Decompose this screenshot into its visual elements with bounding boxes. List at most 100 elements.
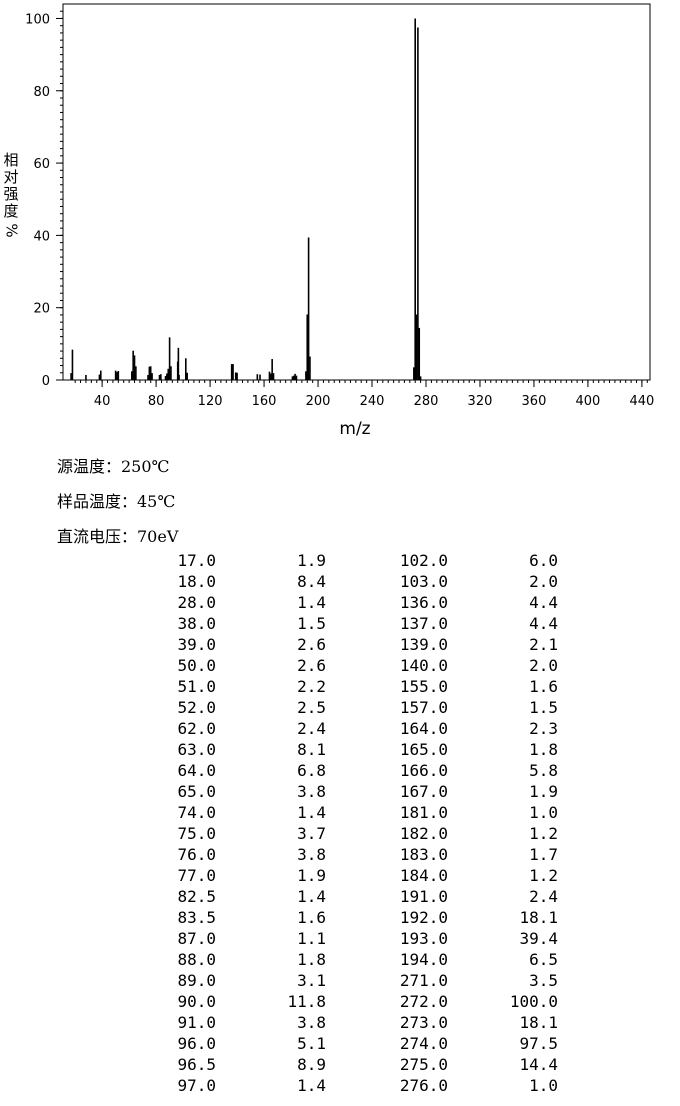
peak-mz: 194.0 — [399, 950, 448, 969]
peak-intensity: 4.4 — [529, 593, 558, 612]
peak-intensity: 2.1 — [529, 635, 558, 654]
peak-mz: 139.0 — [399, 635, 448, 654]
peak-intensity: 2.6 — [297, 635, 326, 654]
table-row: 62.0 2.4 164.0 2.3 — [0, 719, 680, 740]
peak-intensity: 1.2 — [529, 866, 558, 885]
peak-mz: 271.0 — [399, 971, 448, 990]
peak-mz: 38.0 — [177, 614, 216, 633]
y-tick-label: 100 — [25, 12, 50, 27]
peak-mz: 90.0 — [177, 992, 216, 1011]
dc-voltage: 直流电压：70eV — [57, 527, 179, 546]
x-tick-label: 80 — [148, 394, 165, 409]
peak-intensity: 3.1 — [297, 971, 326, 990]
peak-intensity: 1.9 — [297, 551, 326, 570]
peak-intensity: 2.0 — [529, 572, 558, 591]
peak-intensity: 1.7 — [529, 845, 558, 864]
peak-mz: 181.0 — [399, 803, 448, 822]
peak-intensity: 1.8 — [297, 950, 326, 969]
peak-intensity: 6.5 — [529, 950, 558, 969]
peak-mz: 136.0 — [399, 593, 448, 612]
peak-mz: 164.0 — [399, 719, 448, 738]
table-row: 28.0 1.4 136.0 4.4 — [0, 593, 680, 614]
peak-mz: 184.0 — [399, 866, 448, 885]
y-tick-label: 0 — [42, 374, 50, 389]
peak-intensity: 1.4 — [297, 803, 326, 822]
y-axis-label-char: 相 — [3, 151, 19, 169]
peak-mz: 83.5 — [177, 908, 216, 927]
peak-mz: 77.0 — [177, 866, 216, 885]
table-row: 64.0 6.8 166.0 5.8 — [0, 761, 680, 782]
table-row: 17.0 1.9 102.0 6.0 — [0, 551, 680, 572]
peak-mz: 183.0 — [399, 845, 448, 864]
peak-intensity: 6.0 — [529, 551, 558, 570]
y-tick-label: 80 — [33, 85, 50, 100]
x-tick-label: 320 — [468, 394, 493, 409]
peak-mz: 276.0 — [399, 1076, 448, 1095]
peak-intensity: 1.0 — [529, 1076, 558, 1095]
x-tick-label: 160 — [252, 394, 277, 409]
peak-intensity: 1.4 — [297, 887, 326, 906]
table-row: 52.0 2.5 157.0 1.5 — [0, 698, 680, 719]
peak-intensity: 2.5 — [297, 698, 326, 717]
x-tick-label: 440 — [629, 394, 654, 409]
peak-mz: 82.5 — [177, 887, 216, 906]
table-row: 88.0 1.8 194.0 6.5 — [0, 950, 680, 971]
y-axis-unit: % — [2, 223, 21, 238]
peak-mz: 91.0 — [177, 1013, 216, 1032]
source-temperature: 源温度：250℃ — [57, 457, 170, 476]
peak-mz: 65.0 — [177, 782, 216, 801]
peak-mz: 52.0 — [177, 698, 216, 717]
peak-intensity: 1.5 — [297, 614, 326, 633]
peak-intensity: 8.9 — [297, 1055, 326, 1074]
table-row: 89.0 3.1 271.0 3.5 — [0, 971, 680, 992]
peak-intensity: 2.3 — [529, 719, 558, 738]
peak-mz: 166.0 — [399, 761, 448, 780]
table-row: 96.0 5.1 274.0 97.5 — [0, 1034, 680, 1055]
peak-mz: 155.0 — [399, 677, 448, 696]
table-row: 91.0 3.8 273.0 18.1 — [0, 1013, 680, 1034]
table-row: 76.0 3.8 183.0 1.7 — [0, 845, 680, 866]
peak-mz: 103.0 — [399, 572, 448, 591]
peak-intensity: 5.8 — [529, 761, 558, 780]
peak-mz: 274.0 — [399, 1034, 448, 1053]
peak-intensity: 1.8 — [529, 740, 558, 759]
table-row: 87.0 1.1 193.0 39.4 — [0, 929, 680, 950]
peak-mz: 51.0 — [177, 677, 216, 696]
table-row: 90.0 11.8 272.0 100.0 — [0, 992, 680, 1013]
x-tick-label: 40 — [94, 394, 111, 409]
peak-mz: 182.0 — [399, 824, 448, 843]
peak-mz: 96.5 — [177, 1055, 216, 1074]
peak-mz: 89.0 — [177, 971, 216, 990]
peak-mz: 165.0 — [399, 740, 448, 759]
x-tick-label: 400 — [576, 394, 601, 409]
peak-intensity: 18.1 — [519, 908, 558, 927]
peak-mz: 50.0 — [177, 656, 216, 675]
x-tick-label: 280 — [414, 394, 439, 409]
x-tick-label: 120 — [198, 394, 223, 409]
y-axis-label-char: 度 — [3, 202, 19, 220]
y-tick-label: 40 — [33, 229, 50, 244]
sample-temperature: 样品温度：45℃ — [57, 492, 176, 511]
peak-mz: 62.0 — [177, 719, 216, 738]
table-row: 83.5 1.6 192.0 18.1 — [0, 908, 680, 929]
mass-spectrum-chart: 40 80 120 160 200 240 280 320 360 400 440 0 20 40 60 80… — [25, 3, 654, 439]
peak-intensity: 1.6 — [529, 677, 558, 696]
table-row: 97.0 1.4 276.0 1.0 — [0, 1076, 680, 1097]
peak-intensity: 3.8 — [297, 1013, 326, 1032]
peak-mz: 96.0 — [177, 1034, 216, 1053]
peak-mz: 191.0 — [399, 887, 448, 906]
table-row: 51.0 2.2 155.0 1.6 — [0, 677, 680, 698]
peak-mz: 97.0 — [177, 1076, 216, 1095]
peak-intensity: 3.8 — [297, 782, 326, 801]
table-row: 50.0 2.6 140.0 2.0 — [0, 656, 680, 677]
table-row: 65.0 3.8 167.0 1.9 — [0, 782, 680, 803]
peak-intensity: 1.0 — [529, 803, 558, 822]
peak-mz: 275.0 — [399, 1055, 448, 1074]
peak-intensity: 1.9 — [297, 866, 326, 885]
table-row: 38.0 1.5 137.0 4.4 — [0, 614, 680, 635]
peak-mz: 102.0 — [399, 551, 448, 570]
peak-intensity: 1.9 — [529, 782, 558, 801]
plot-frame — [62, 3, 651, 381]
peak-intensity: 2.0 — [529, 656, 558, 675]
peak-intensity: 18.1 — [519, 1013, 558, 1032]
